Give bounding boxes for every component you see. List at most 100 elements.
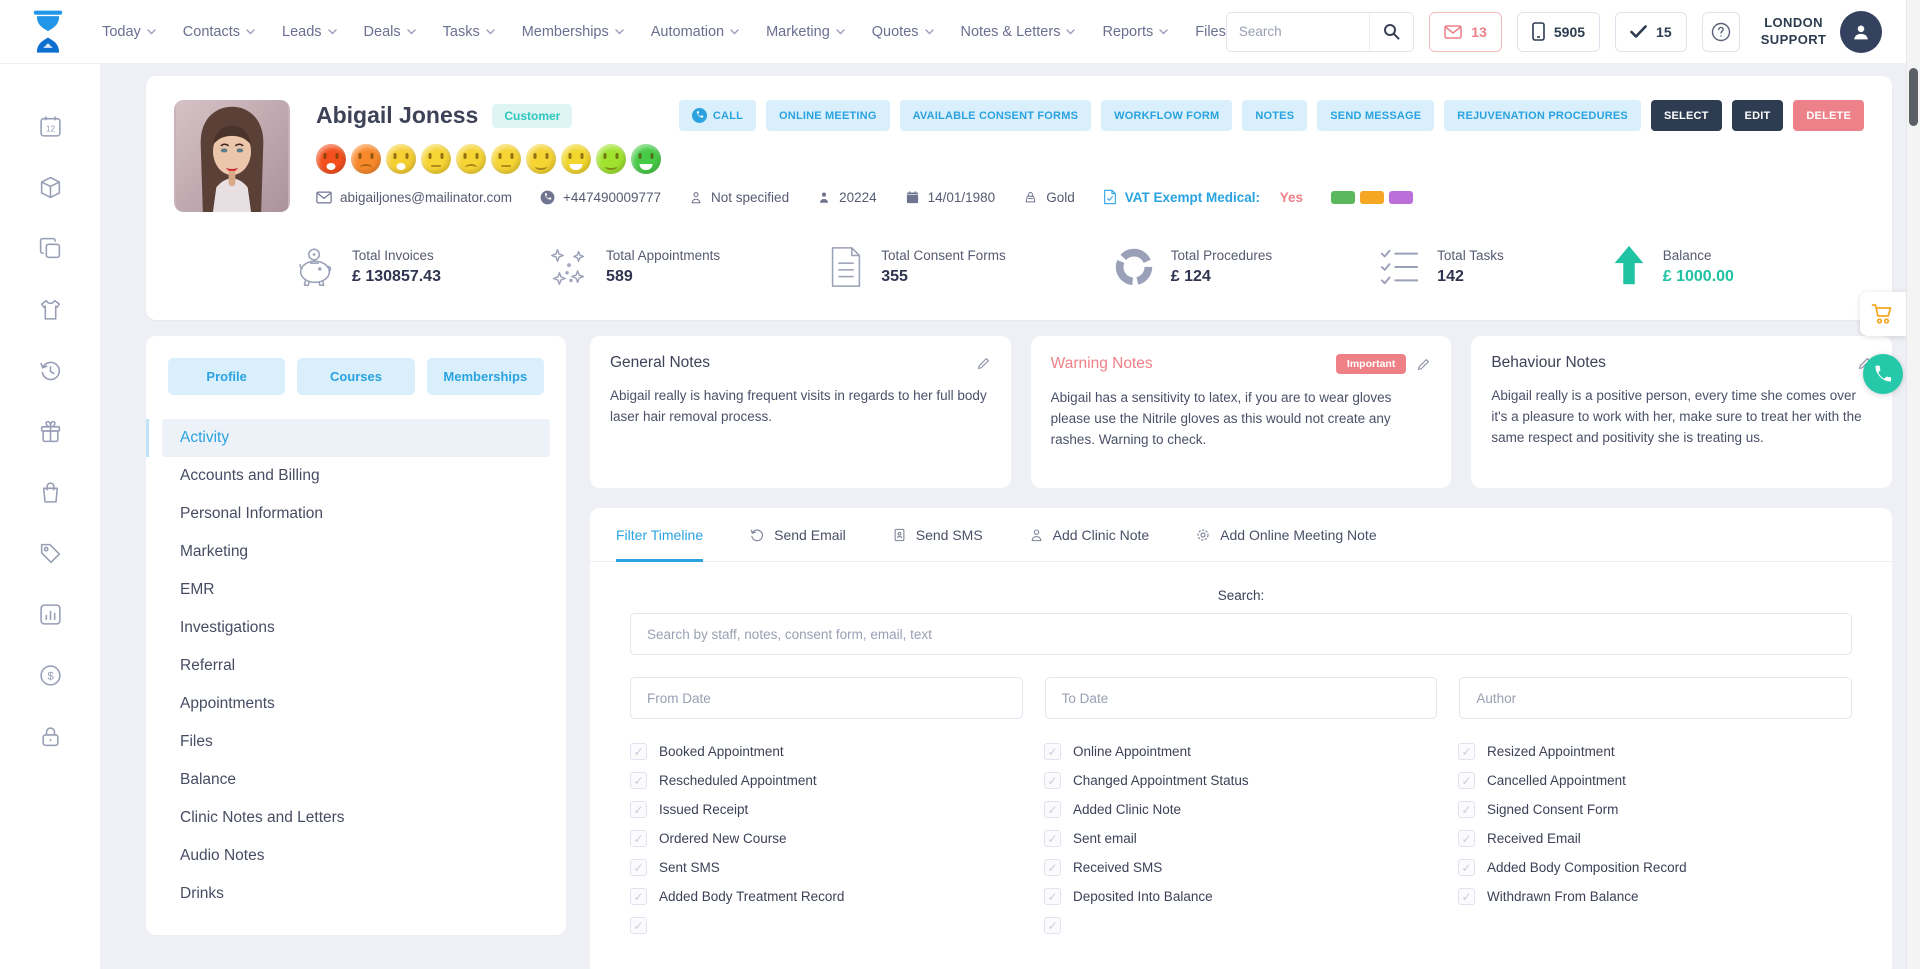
action-button[interactable]: REJUVENATION PROCEDURES: [1444, 100, 1641, 131]
chart-icon[interactable]: [38, 602, 63, 627]
call-button[interactable]: CALL: [678, 100, 757, 131]
select-button[interactable]: SELECT: [1650, 100, 1722, 131]
filter-checkbox[interactable]: ✓ Added Clinic Note: [1044, 799, 1438, 820]
profile-menu-item[interactable]: Accounts and Billing: [180, 467, 320, 484]
floating-phone-button[interactable]: [1863, 354, 1903, 394]
profile-menu-item[interactable]: Investigations: [180, 619, 275, 636]
filter-checkbox[interactable]: ✓ Booked Appointment: [630, 741, 1024, 762]
mood-face-icon[interactable]: [491, 144, 521, 174]
gift-icon[interactable]: [38, 419, 63, 444]
filter-checkbox[interactable]: ✓ Sent SMS: [630, 857, 1024, 878]
page-scrollbar[interactable]: [1906, 0, 1920, 969]
nav-item[interactable]: Quotes: [872, 24, 934, 40]
tab-add-clinic-note[interactable]: Add Clinic Note: [1029, 508, 1149, 561]
profile-photo[interactable]: [174, 100, 290, 212]
email-notifications-button[interactable]: 13: [1429, 11, 1502, 52]
filter-checkbox[interactable]: ✓ Resized Appointment: [1458, 741, 1852, 762]
delete-button[interactable]: DELETE: [1793, 100, 1864, 131]
user-avatar[interactable]: [1840, 10, 1882, 53]
profile-menu-item[interactable]: Clinic Notes and Letters: [180, 809, 345, 826]
profile-menu-item[interactable]: Appointments: [180, 695, 275, 712]
tab-send-sms[interactable]: Send SMS: [892, 508, 983, 561]
apparel-icon[interactable]: [38, 297, 63, 322]
action-button[interactable]: ONLINE MEETING: [766, 100, 890, 131]
action-button[interactable]: SEND MESSAGE: [1317, 100, 1435, 131]
filter-checkbox[interactable]: ✓ Received SMS: [1044, 857, 1438, 878]
timeline-search-input[interactable]: [630, 613, 1852, 655]
to-date-input[interactable]: [1044, 677, 1438, 719]
nav-item[interactable]: Leads: [282, 24, 337, 40]
action-button[interactable]: WORKFLOW FORM: [1101, 100, 1233, 131]
nav-item[interactable]: Contacts: [183, 24, 255, 40]
profile-tab[interactable]: Memberships: [426, 358, 544, 395]
vat-exempt-item[interactable]: VAT Exempt Medical: Yes: [1103, 189, 1303, 205]
nav-item[interactable]: Marketing: [766, 24, 845, 40]
filter-checkbox[interactable]: ✓: [1044, 915, 1438, 936]
action-button[interactable]: NOTES: [1242, 100, 1308, 131]
profile-menu-item[interactable]: Activity: [146, 419, 550, 457]
mood-face-icon[interactable]: [596, 144, 626, 174]
filter-checkbox[interactable]: ✓ Ordered New Course: [630, 828, 1024, 849]
profile-tab[interactable]: Courses: [297, 358, 415, 395]
profile-menu-item[interactable]: Drinks: [180, 885, 224, 902]
profile-menu-item[interactable]: Personal Information: [180, 505, 324, 522]
mood-face-icon[interactable]: [631, 144, 661, 174]
nav-item[interactable]: Tasks: [443, 24, 495, 40]
tab-send-email[interactable]: Send Email: [749, 508, 846, 561]
nav-item[interactable]: Deals: [364, 24, 416, 40]
filter-checkbox[interactable]: ✓ Online Appointment: [1044, 741, 1438, 762]
profile-menu-item[interactable]: EMR: [180, 581, 215, 598]
filter-checkbox[interactable]: ✓ Received Email: [1458, 828, 1852, 849]
mood-face-icon[interactable]: [351, 144, 381, 174]
copy-icon[interactable]: [38, 236, 63, 261]
filter-checkbox[interactable]: ✓: [630, 915, 1024, 936]
mood-face-icon[interactable]: [526, 144, 556, 174]
email-item[interactable]: abigailjones@mailinator.com: [316, 190, 512, 205]
profile-menu-item[interactable]: Audio Notes: [180, 847, 265, 864]
search-button[interactable]: [1369, 12, 1413, 51]
profile-menu-item[interactable]: Files: [180, 733, 213, 750]
app-logo[interactable]: [0, 9, 96, 55]
profile-menu-item[interactable]: Balance: [180, 771, 237, 788]
edit-general-notes-icon[interactable]: [976, 356, 991, 371]
tag-icon[interactable]: [38, 541, 63, 566]
tab-add-online-meeting-note[interactable]: Add Online Meeting Note: [1195, 508, 1377, 561]
calendar-icon[interactable]: 12: [38, 114, 63, 139]
tab-filter-timeline[interactable]: Filter Timeline: [616, 508, 704, 562]
scrollbar-thumb[interactable]: [1909, 68, 1918, 126]
mood-face-icon[interactable]: [421, 144, 451, 174]
edit-button[interactable]: EDIT: [1731, 100, 1784, 131]
nav-item[interactable]: Reports: [1102, 24, 1168, 40]
nav-item[interactable]: Automation: [651, 24, 739, 40]
filter-checkbox[interactable]: ✓ Signed Consent Form: [1458, 799, 1852, 820]
mood-face-icon[interactable]: [561, 144, 591, 174]
phone-item[interactable]: +447490009777: [540, 190, 661, 205]
filter-checkbox[interactable]: ✓ Sent email: [1044, 828, 1438, 849]
package-icon[interactable]: [38, 175, 63, 200]
nav-item[interactable]: Today: [102, 24, 156, 40]
filter-checkbox[interactable]: ✓ Cancelled Appointment: [1458, 770, 1852, 791]
filter-checkbox[interactable]: ✓ Deposited Into Balance: [1044, 886, 1438, 907]
profile-tab[interactable]: Profile: [168, 358, 286, 395]
filter-checkbox[interactable]: ✓ Added Body Composition Record: [1458, 857, 1852, 878]
nav-item[interactable]: Notes & Letters: [961, 24, 1076, 40]
lock-icon[interactable]: [38, 724, 63, 749]
help-button[interactable]: [1701, 11, 1741, 52]
payment-icon[interactable]: $: [38, 663, 63, 688]
filter-checkbox[interactable]: ✓ Withdrawn From Balance: [1458, 886, 1852, 907]
mood-face-icon[interactable]: [386, 144, 416, 174]
from-date-input[interactable]: [630, 677, 1023, 719]
tasks-notifications-button[interactable]: 15: [1615, 11, 1687, 52]
author-input[interactable]: [1459, 677, 1853, 719]
nav-item[interactable]: Files: [1195, 24, 1226, 40]
phone-notifications-button[interactable]: 5905: [1516, 11, 1601, 52]
search-input[interactable]: [1226, 24, 1370, 39]
edit-warning-notes-icon[interactable]: [1416, 357, 1431, 372]
filter-checkbox[interactable]: ✓ Added Body Treatment Record: [630, 886, 1024, 907]
mood-face-icon[interactable]: [316, 144, 346, 174]
filter-checkbox[interactable]: ✓ Changed Appointment Status: [1044, 770, 1438, 791]
floating-cart-button[interactable]: [1860, 292, 1906, 336]
filter-checkbox[interactable]: ✓ Issued Receipt: [630, 799, 1024, 820]
filter-checkbox[interactable]: ✓ Rescheduled Appointment: [630, 770, 1024, 791]
history-icon[interactable]: [38, 358, 63, 383]
